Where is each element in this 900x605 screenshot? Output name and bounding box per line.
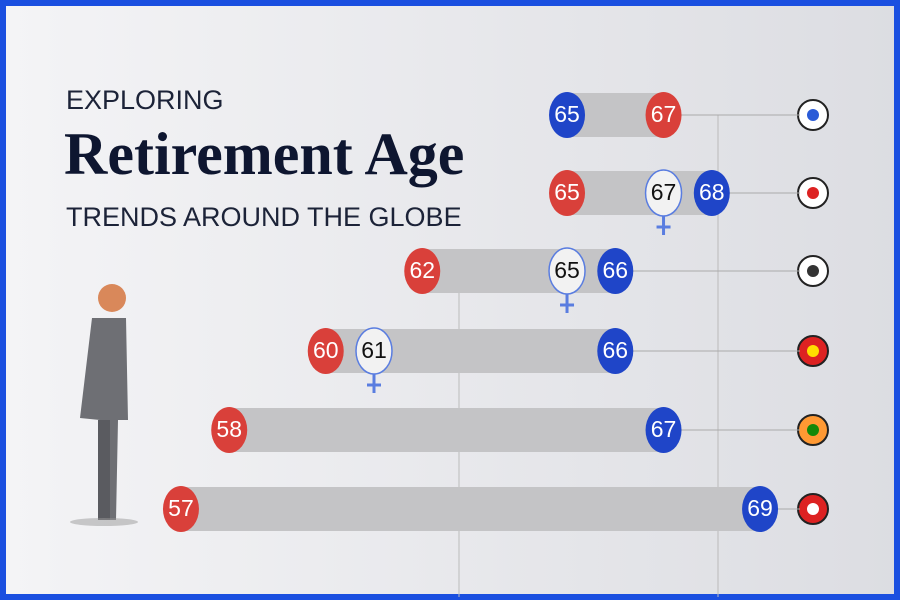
age-marker [742,486,779,532]
age-marker [645,92,682,138]
age-label: 66 [602,257,628,283]
age-label: 57 [168,495,194,521]
chart-title: Retirement Age [64,121,464,187]
age-label: 65 [554,179,580,205]
person [70,284,138,526]
age-marker [549,92,586,138]
range-bar [567,171,712,215]
age-marker [307,328,344,374]
age-label: 65 [554,257,580,283]
flag-emblem [807,503,819,515]
flag-emblem [807,424,819,436]
flag-emblem [807,265,819,277]
age-label: 67 [651,416,677,442]
age-marker [548,247,586,295]
age-label: 61 [361,337,387,363]
age-label: 62 [409,257,435,283]
flag-emblem [807,109,819,121]
range-bar [229,408,664,452]
age-marker [549,170,586,216]
age-marker [693,170,730,216]
range-bar [180,487,761,531]
age-label: 69 [747,495,773,521]
age-label: 67 [651,101,677,127]
age-label: 68 [699,179,725,205]
age-marker [645,407,682,453]
age-marker [162,486,199,532]
age-label: 67 [651,179,677,205]
age-marker [597,248,634,294]
age-marker [644,169,683,217]
age-label: 58 [216,416,242,442]
age-label: 65 [554,101,580,127]
age-marker [211,407,248,453]
subtitle: TRENDS AROUND THE GLOBE [66,202,462,232]
age-label: 66 [602,337,628,363]
age-label: 60 [313,337,339,363]
title-top: EXPLORING [66,85,224,115]
age-marker [597,328,634,374]
flag-emblem [807,187,819,199]
range-bar [422,249,616,293]
age-marker [355,327,393,375]
age-marker [404,248,441,294]
flag-emblem [807,345,819,357]
